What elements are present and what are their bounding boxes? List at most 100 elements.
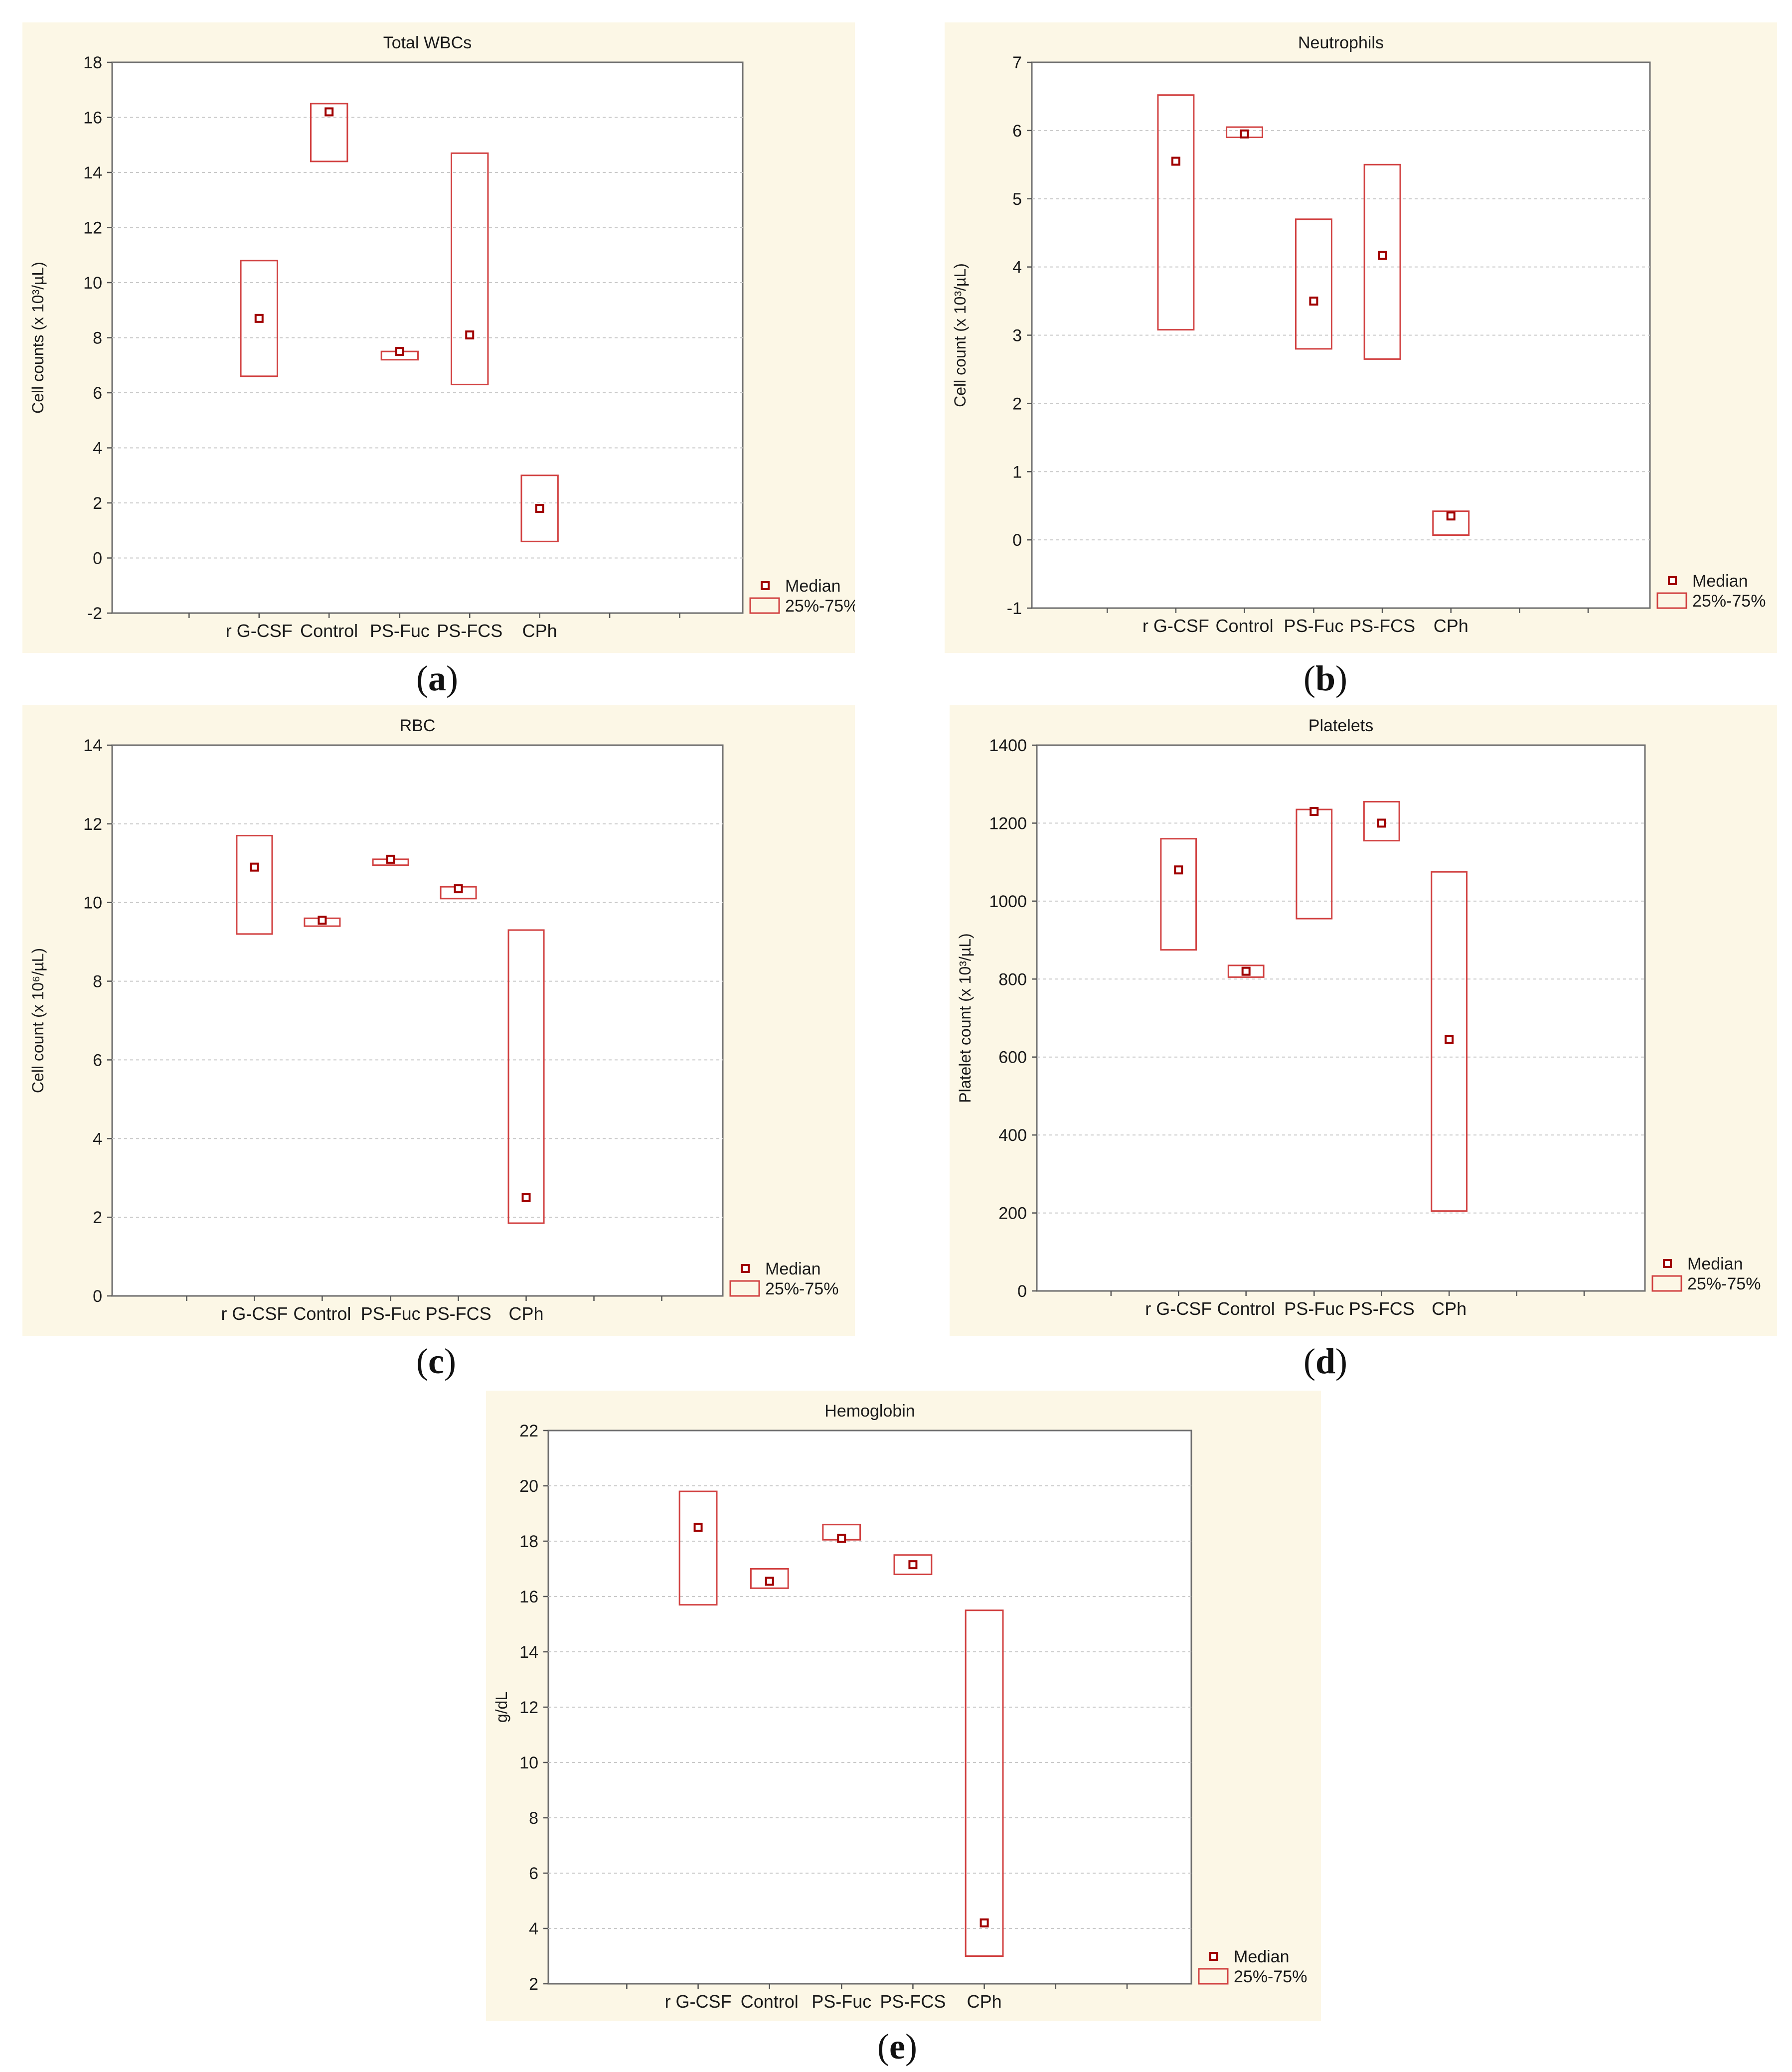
y-tick-label: 14 bbox=[519, 1643, 538, 1662]
iqr-box bbox=[310, 103, 348, 162]
iqr-box bbox=[1432, 510, 1470, 536]
iqr-box bbox=[451, 152, 489, 385]
x-category-label: PS-Fuc bbox=[1284, 616, 1343, 636]
median-marker bbox=[521, 1193, 531, 1202]
y-tick-label: 4 bbox=[93, 439, 102, 458]
y-tick-label: 8 bbox=[93, 329, 102, 348]
y-tick-label: 2 bbox=[93, 494, 102, 513]
y-tick-label: 1400 bbox=[989, 736, 1027, 755]
y-tick-label: 1000 bbox=[989, 892, 1027, 911]
chart-title: Hemoglobin bbox=[824, 1402, 915, 1421]
chart-title: Total WBCs bbox=[383, 33, 472, 52]
median-marker bbox=[1309, 806, 1319, 816]
y-tick-label: 1200 bbox=[989, 814, 1027, 833]
y-tick-label: 200 bbox=[998, 1204, 1027, 1223]
y-tick-label: 7 bbox=[1012, 53, 1022, 72]
median-marker bbox=[693, 1523, 703, 1532]
median-marker bbox=[535, 504, 544, 513]
legend-median-label: Median bbox=[765, 1260, 821, 1278]
iqr-box bbox=[1160, 838, 1197, 951]
chart-c: 0 2 4 6 8 10 12 14 RBC Cell count (x 10⁶/µL) r G-C… bbox=[22, 705, 855, 1336]
x-category-label: CPh bbox=[967, 1991, 1002, 2012]
chart-e: 2 4 6 8 10 12 14 16 18 20 22 Hemoglobin g/dL r G-CSF C… bbox=[486, 1391, 1321, 2021]
plot-area bbox=[111, 744, 724, 1297]
legend-range-swatch bbox=[1198, 1968, 1229, 1985]
x-category-label: PS-Fuc bbox=[370, 621, 430, 641]
x-category-label: Control bbox=[300, 621, 358, 641]
caption-a: (a) bbox=[416, 658, 458, 698]
x-category-label: PS-FCS bbox=[1349, 1298, 1415, 1319]
legend-median-label: Median bbox=[1692, 572, 1748, 591]
iqr-box bbox=[1431, 871, 1468, 1212]
x-category-label: r G-CSF bbox=[221, 1303, 288, 1324]
median-marker bbox=[254, 314, 264, 323]
x-category-label: CPh bbox=[1432, 1298, 1466, 1319]
y-tick-label: 14 bbox=[83, 163, 102, 182]
x-category-label: CPh bbox=[522, 621, 557, 641]
y-tick-label: 6 bbox=[93, 1051, 102, 1070]
y-tick-label: 3 bbox=[1012, 326, 1022, 345]
legend-median-label: Median bbox=[785, 577, 841, 596]
y-tick-label: 400 bbox=[998, 1126, 1027, 1145]
y-tick-label: 6 bbox=[93, 384, 102, 403]
iqr-box bbox=[507, 929, 545, 1224]
y-tick-label: 16 bbox=[519, 1588, 538, 1606]
legend-median-marker bbox=[1209, 1952, 1218, 1961]
median-marker bbox=[325, 107, 334, 117]
y-axis-label: g/dL bbox=[492, 1692, 510, 1723]
x-category-label: CPh bbox=[1434, 616, 1468, 636]
chart-title: Platelets bbox=[1308, 716, 1373, 735]
y-axis-label: Cell counts (x 10³/µL) bbox=[29, 262, 47, 414]
caption-b: (b) bbox=[1303, 658, 1348, 698]
y-tick-label: 10 bbox=[83, 894, 102, 913]
iqr-box bbox=[1227, 964, 1265, 978]
x-category-label: r G-CSF bbox=[665, 1991, 732, 2012]
x-category-label: r G-CSF bbox=[1145, 1298, 1212, 1319]
chart-a: -2 0 2 4 6 8 10 12 14 16 18 Total WBCs Cell counts (… bbox=[22, 22, 855, 653]
y-tick-label: 8 bbox=[93, 972, 102, 991]
y-tick-label: 18 bbox=[83, 53, 102, 72]
median-marker bbox=[386, 854, 395, 864]
median-marker bbox=[1446, 511, 1456, 521]
x-category-label: Control bbox=[1217, 1298, 1275, 1319]
iqr-box bbox=[1157, 94, 1195, 331]
y-tick-label: 6 bbox=[1012, 122, 1022, 141]
y-tick-label: 2 bbox=[1012, 394, 1022, 413]
median-marker bbox=[1240, 129, 1249, 139]
x-category-label: PS-FCS bbox=[880, 1991, 946, 2012]
median-marker bbox=[1174, 865, 1183, 875]
median-marker bbox=[318, 916, 327, 925]
y-tick-label: 2 bbox=[529, 1975, 538, 1994]
y-tick-label: 5 bbox=[1012, 190, 1022, 209]
x-category-label: CPh bbox=[509, 1303, 544, 1324]
chart-b: -1 0 1 2 3 4 5 6 7 Neutrophils Cell count (x 10³/µ… bbox=[945, 22, 1777, 653]
legend-median-marker bbox=[1663, 1259, 1672, 1268]
x-category-label: PS-FCS bbox=[1349, 616, 1415, 636]
x-category-label: r G-CSF bbox=[1142, 616, 1209, 636]
iqr-box bbox=[1363, 163, 1401, 360]
y-tick-label: 10 bbox=[519, 1753, 538, 1772]
y-axis-label: Cell count (x 10⁶/µL) bbox=[29, 948, 47, 1093]
plot-area bbox=[111, 61, 744, 614]
y-tick-label: 800 bbox=[998, 970, 1027, 989]
y-tick-label: 4 bbox=[1012, 258, 1022, 277]
x-category-label: Control bbox=[293, 1303, 351, 1324]
median-marker bbox=[1377, 818, 1386, 828]
y-tick-label: -1 bbox=[1007, 599, 1022, 618]
legend-range-swatch bbox=[1651, 1275, 1682, 1292]
y-tick-label: 4 bbox=[529, 1919, 538, 1938]
legend-range-label: 25%-75% bbox=[1692, 592, 1766, 611]
caption-d: (d) bbox=[1303, 1341, 1348, 1381]
legend-range-label: 25%-75% bbox=[765, 1279, 838, 1298]
y-tick-label: 12 bbox=[519, 1698, 538, 1717]
median-marker bbox=[395, 347, 404, 356]
median-marker bbox=[1309, 297, 1318, 306]
legend-median-marker bbox=[741, 1264, 750, 1273]
y-tick-label: 8 bbox=[529, 1809, 538, 1828]
median-marker bbox=[250, 862, 259, 872]
median-marker bbox=[765, 1577, 774, 1586]
y-tick-label: -2 bbox=[87, 604, 102, 623]
legend-range-label: 25%-75% bbox=[1234, 1967, 1307, 1986]
legend-range-swatch bbox=[729, 1280, 760, 1297]
y-tick-label: 2 bbox=[93, 1208, 102, 1227]
